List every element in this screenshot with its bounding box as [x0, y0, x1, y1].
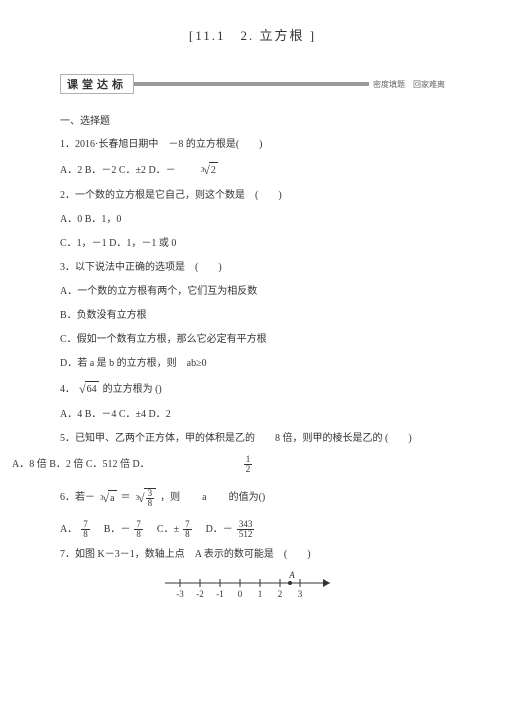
q3: 3．以下说法中正确的选项是 ( ) [60, 260, 445, 276]
q5-frac: 1 2 [244, 455, 253, 474]
q1-cbrt-val: 2 [209, 162, 218, 179]
sqrt-icon: 64 [79, 380, 99, 399]
q6-inner-frac: 3 8 [146, 489, 155, 508]
q6c-pre: C．± [147, 522, 179, 538]
q6: 6．若－ 3 a ＝ 3 3 8 ，则 a 的值为() [60, 488, 445, 508]
tick: 0 [238, 579, 243, 599]
banner: 课堂达标 密度填题 回家难离 [60, 74, 445, 94]
banner-line [134, 82, 369, 86]
q7: 7．如图 K－3－1，数轴上点 A 表示的数可能是 ( ) [60, 547, 445, 563]
banner-right: 密度填题 回家难离 [373, 79, 445, 90]
number-line: -3 -2 -1 0 1 2 3 [160, 571, 445, 604]
svg-text:-2: -2 [196, 589, 204, 599]
q6-pre: 6．若－ [60, 490, 95, 506]
q4-options: A．4 B．－4 C．±4 D．2 [60, 407, 445, 423]
q5-opts-pre: A．8 倍 B．2 倍 C．512 倍 D． [12, 457, 150, 473]
q4: 4． 64 的立方根为 () [60, 380, 445, 399]
q3-opt-a: A．一个数的立方根有两个，它们互为相反数 [60, 284, 445, 300]
banner-label: 课堂达标 [60, 74, 134, 94]
svg-text:2: 2 [278, 589, 283, 599]
q6d-frac: 343512 [237, 520, 255, 539]
q1-opts-text: A．2 B．－2 C．±2 D．－ [60, 163, 176, 179]
q2-opt-c: C．1，－1 D．1，－1 或 0 [60, 236, 445, 252]
q3-opt-b: B．负数没有立方根 [60, 308, 445, 324]
section-heading: 一、选择题 [60, 112, 445, 127]
q6-post: 的值为() [229, 490, 266, 506]
number-line-svg: -3 -2 -1 0 1 2 3 [160, 571, 340, 601]
svg-text:3: 3 [298, 589, 303, 599]
q6b-frac: 78 [134, 520, 143, 539]
q6-inner-d: 8 [146, 499, 155, 508]
svg-text:0: 0 [238, 589, 243, 599]
q3-opt-d: D．若 a 是 b 的立方根，则 ab≥0 [60, 356, 445, 372]
tick: 1 [258, 579, 263, 599]
svg-text:-1: -1 [216, 589, 224, 599]
point-a-dot [288, 581, 292, 585]
q4-sqrt-val: 64 [85, 381, 99, 398]
q6b-pre: B．－ [94, 522, 131, 538]
q2-opt-a: A．0 B．1，0 [60, 212, 445, 228]
q6-var: a [202, 490, 206, 506]
q6-mid: ＝ [121, 490, 131, 506]
q5-options: A．8 倍 B．2 倍 C．512 倍 D． 1 2 [12, 455, 445, 474]
q4-post: 的立方根为 () [103, 382, 162, 398]
tick: -1 [216, 579, 224, 599]
cube-root-icon: a [103, 489, 117, 508]
q6a-frac: 78 [81, 520, 90, 539]
q6c-frac: 78 [183, 520, 192, 539]
q5-frac-d: 2 [244, 465, 253, 474]
tick: 2 [278, 579, 283, 599]
tick: -3 [176, 579, 184, 599]
q6-options: A． 78 B．－ 78 C．± 78 D．－ 343512 [60, 520, 445, 539]
tick: -2 [196, 579, 204, 599]
q1-options: A．2 B．－2 C．±2 D．－ 3 2 [60, 161, 445, 180]
q2: 2．一个数的立方根是它自己，则这个数是 ( ) [60, 188, 445, 204]
q6d-pre: D．－ [196, 522, 233, 538]
cube-root-icon: 3 8 [138, 488, 156, 508]
tick: 3 [298, 579, 303, 599]
q6-a: a [108, 490, 116, 507]
cube-root-icon: 2 [203, 161, 218, 180]
q6a-pre: A． [60, 522, 77, 538]
q6-comma: ，则 [160, 490, 180, 506]
svg-text:1: 1 [258, 589, 263, 599]
svg-text:-3: -3 [176, 589, 184, 599]
q5: 5．已知甲、乙两个正方体，甲的体积是乙的 8 倍，则甲的棱长是乙的 ( ) [60, 431, 445, 447]
page-title: [11.1 2. 立方根 ] [60, 25, 445, 44]
q3-opt-c: C．假如一个数有立方根，那么它必定有平方根 [60, 332, 445, 348]
worksheet-page: [11.1 2. 立方根 ] 课堂达标 密度填题 回家难离 一、选择题 1．20… [0, 0, 505, 714]
q1: 1．2016·长春旭日期中 －8 的立方根是( ) [60, 137, 445, 153]
q4-pre: 4． [60, 382, 75, 398]
point-a-label: A [288, 571, 295, 580]
